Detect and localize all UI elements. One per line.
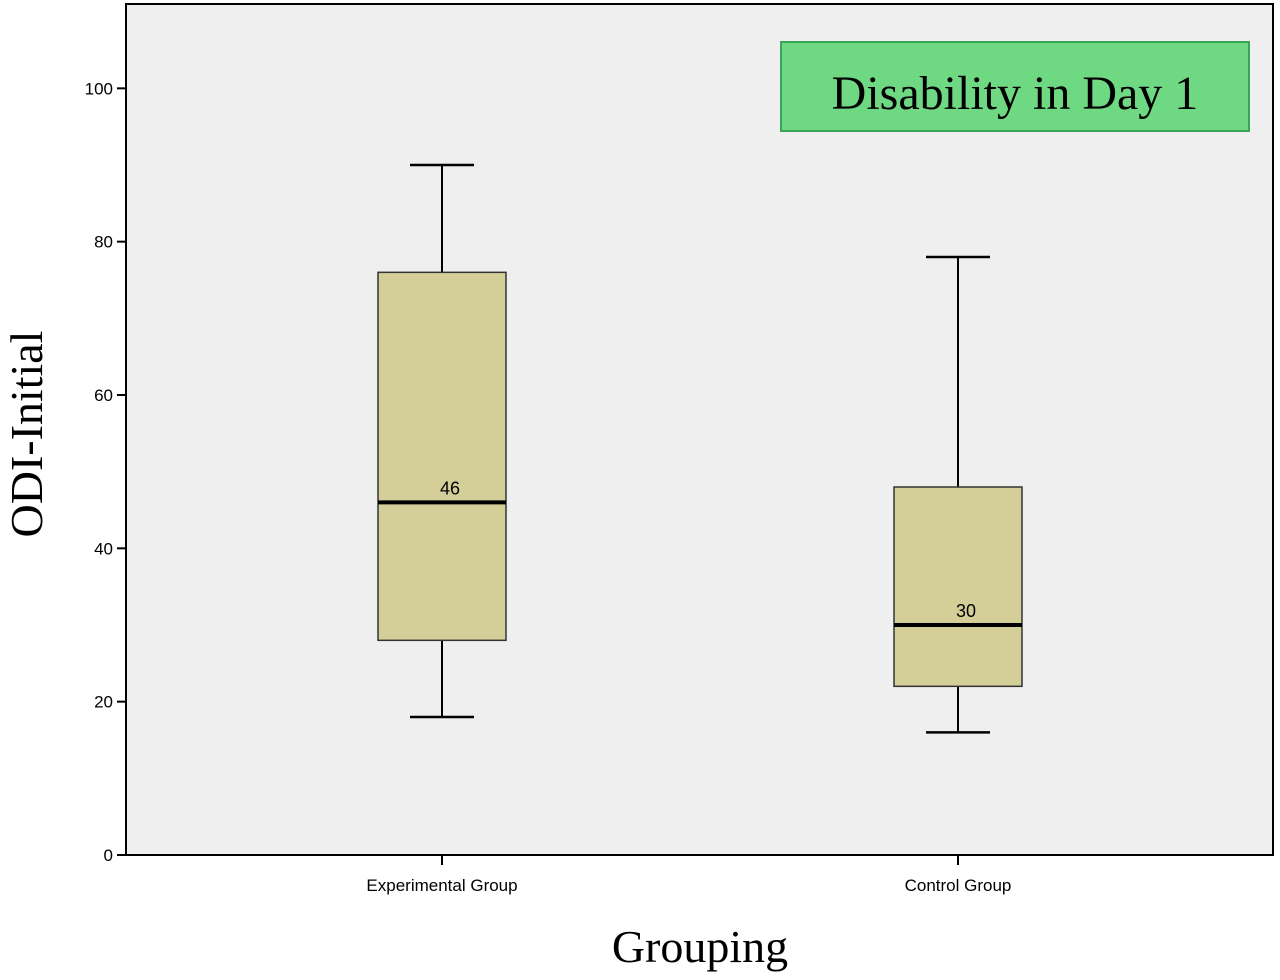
y-axis: 0 20 40 60 80 100 — [85, 79, 126, 865]
y-tick-label: 40 — [94, 539, 113, 558]
iqr-box — [377, 271, 507, 642]
x-axis-title: Grouping — [612, 921, 788, 972]
plot-area — [125, 3, 1274, 856]
y-tick-label: 20 — [94, 693, 113, 712]
x-tick-label: Experimental Group — [366, 876, 517, 895]
y-axis-title: ODI-Initial — [1, 331, 52, 538]
median-label: 30 — [956, 601, 976, 621]
box-experimental-group: 46 — [377, 163, 507, 719]
y-tick-label: 80 — [94, 233, 113, 252]
box-control-group: 30 — [893, 255, 1023, 734]
y-tick-label: 100 — [85, 79, 113, 98]
median-label: 46 — [440, 478, 460, 498]
title-box — [780, 41, 1250, 132]
x-tick-label: Control Group — [905, 876, 1012, 895]
boxes-layer: 46 30 — [377, 163, 1023, 734]
y-tick-label: 0 — [104, 846, 113, 865]
iqr-box — [893, 486, 1023, 688]
chart-title: Disability in Day 1 — [832, 67, 1199, 120]
y-tick-label: 60 — [94, 386, 113, 405]
x-axis: Experimental Group Control Group — [366, 855, 1011, 895]
